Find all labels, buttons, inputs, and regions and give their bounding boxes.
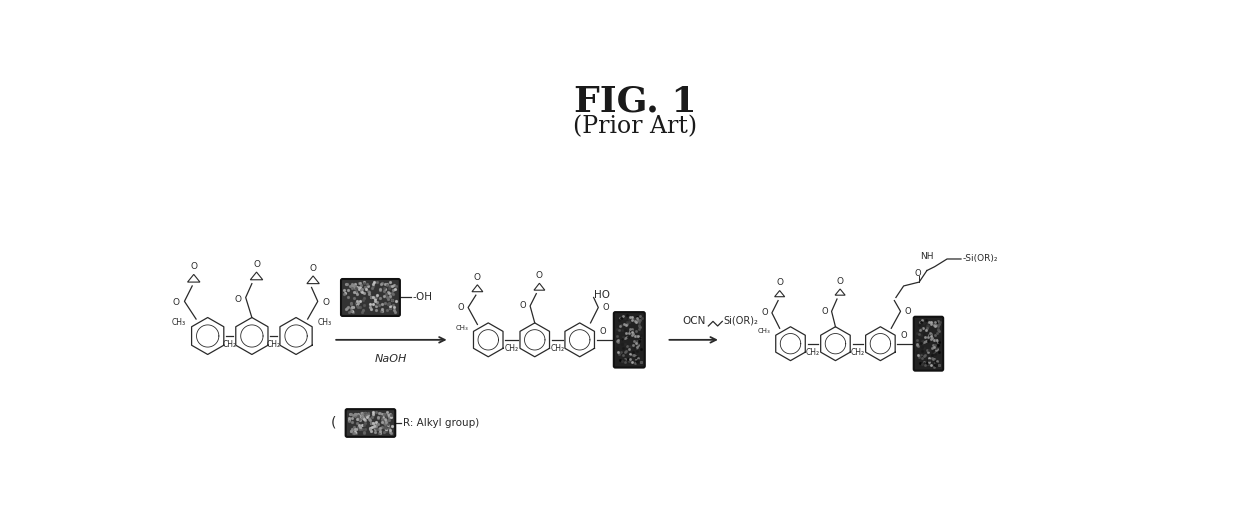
Text: CH₂: CH₂ bbox=[505, 343, 518, 353]
FancyBboxPatch shape bbox=[341, 279, 399, 316]
Text: HO: HO bbox=[594, 290, 610, 300]
Text: O: O bbox=[837, 277, 843, 286]
Text: O: O bbox=[458, 303, 464, 312]
Text: CH₃: CH₃ bbox=[172, 317, 186, 327]
Text: CH₂: CH₂ bbox=[551, 343, 564, 353]
Text: O: O bbox=[914, 269, 921, 278]
Text: FIG. 1: FIG. 1 bbox=[574, 84, 697, 118]
Text: -Si(OR)₂: -Si(OR)₂ bbox=[962, 255, 998, 264]
Text: CH₂: CH₂ bbox=[223, 340, 237, 349]
Text: O: O bbox=[900, 331, 906, 340]
Text: O: O bbox=[310, 264, 316, 273]
Text: (: ( bbox=[331, 416, 336, 430]
Text: CH₂: CH₂ bbox=[267, 340, 281, 349]
Text: O: O bbox=[600, 327, 606, 336]
Text: CH₃: CH₃ bbox=[317, 317, 332, 327]
Text: O: O bbox=[234, 294, 241, 303]
Text: O: O bbox=[536, 271, 543, 280]
Text: O: O bbox=[776, 278, 784, 288]
Text: NH: NH bbox=[920, 252, 934, 262]
Text: OCN: OCN bbox=[682, 316, 706, 326]
Text: O: O bbox=[322, 299, 330, 307]
FancyBboxPatch shape bbox=[346, 409, 396, 437]
Text: Si(OR)₂: Si(OR)₂ bbox=[724, 316, 759, 326]
Text: CH₃: CH₃ bbox=[758, 328, 770, 335]
Text: -OH: -OH bbox=[412, 292, 433, 302]
Text: NaOH: NaOH bbox=[376, 354, 408, 364]
Text: CH₃: CH₃ bbox=[455, 325, 469, 330]
Text: CH₂: CH₂ bbox=[806, 348, 820, 357]
Text: O: O bbox=[253, 260, 260, 269]
Text: O: O bbox=[190, 263, 197, 271]
Text: O: O bbox=[603, 303, 609, 312]
Text: O: O bbox=[761, 309, 768, 317]
Text: O: O bbox=[904, 307, 911, 316]
Text: O: O bbox=[172, 299, 180, 307]
Text: O: O bbox=[474, 272, 481, 282]
Text: CH₂: CH₂ bbox=[851, 348, 866, 357]
Text: R: Alkyl group): R: Alkyl group) bbox=[403, 418, 479, 428]
FancyBboxPatch shape bbox=[614, 312, 645, 367]
Text: O: O bbox=[821, 307, 828, 316]
Text: O: O bbox=[520, 302, 526, 311]
FancyBboxPatch shape bbox=[914, 317, 944, 371]
Text: (Prior Art): (Prior Art) bbox=[573, 115, 698, 138]
